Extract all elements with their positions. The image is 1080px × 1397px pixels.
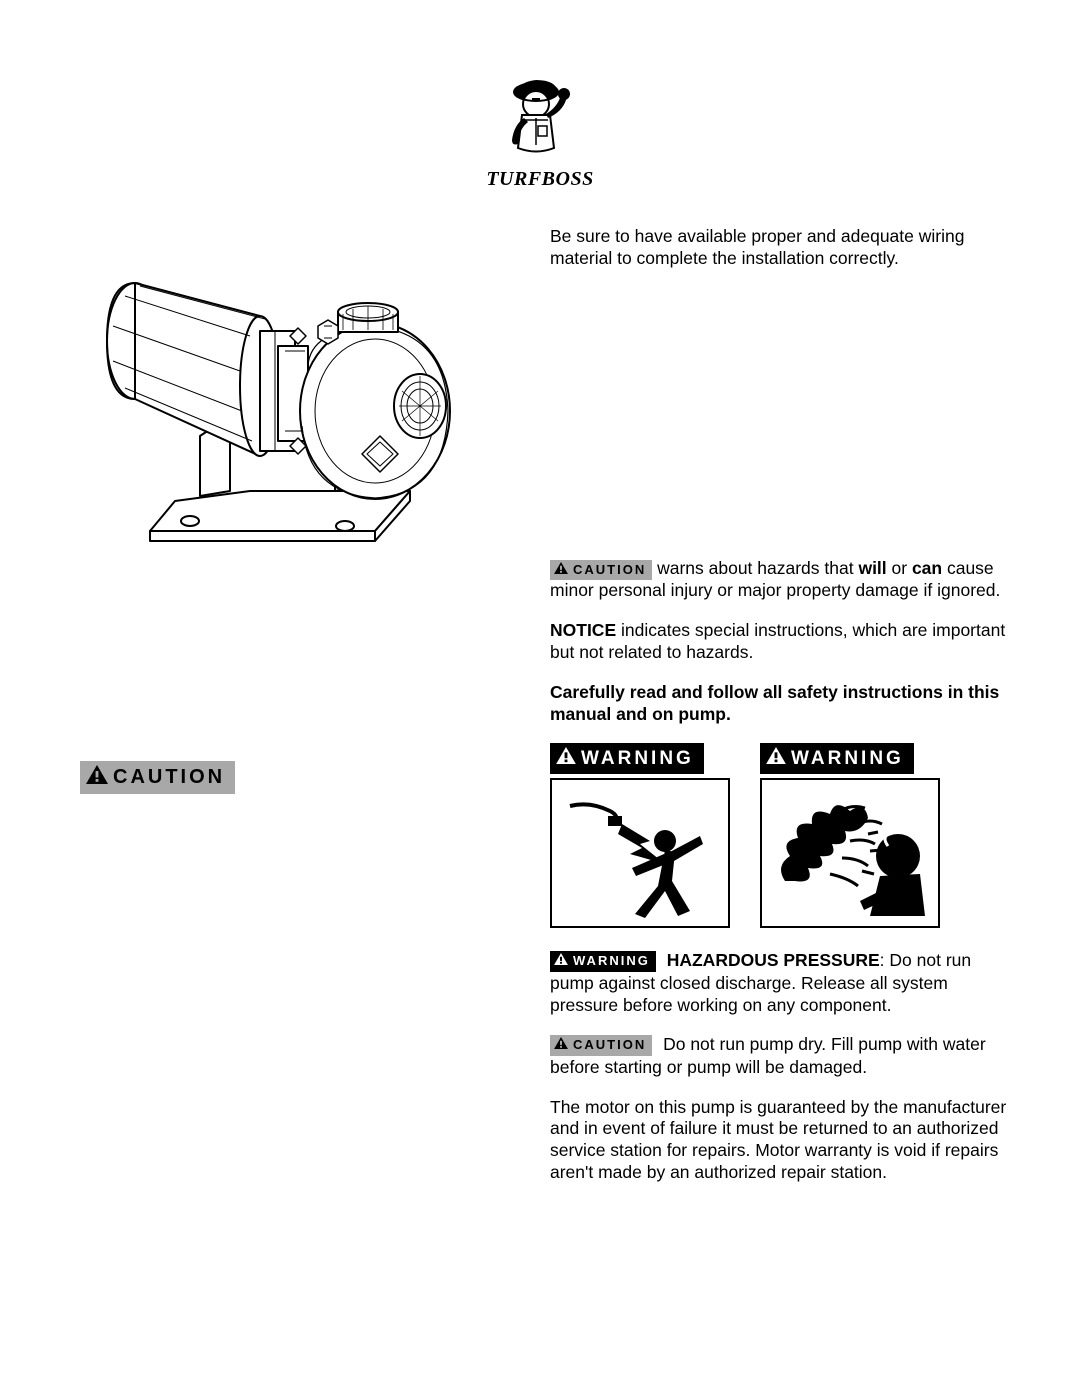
alert-triangle-icon [554, 562, 568, 578]
brand-mascot-icon [490, 70, 590, 170]
warning-label-2: WARNING [760, 743, 914, 774]
manual-page: TURFBOSS [0, 0, 1080, 1262]
wiring-paragraph: Be sure to have available proper and ade… [550, 226, 1010, 270]
pump-illustration [80, 236, 470, 566]
two-column-layout: CAUTION Be sure to have available proper… [80, 226, 1000, 1202]
left-column: CAUTION [80, 226, 520, 1202]
pressure-burst-pictogram [760, 778, 940, 928]
brand-turf: TURF [486, 168, 541, 190]
warning-inline-text: WARNING [573, 953, 650, 969]
electric-shock-pictogram [550, 778, 730, 928]
notice-rest: indicates special instructions, which ar… [550, 620, 1005, 662]
read-follow-paragraph: Carefully read and follow all safety ins… [550, 682, 1010, 726]
warning-label-1: WARNING [550, 743, 704, 774]
left-caution-label-block: CAUTION [80, 761, 520, 794]
warning-pictograms-row: WARNING [550, 743, 1010, 928]
dry-run-paragraph: CAUTION Do not run pump dry. Fill pump w… [550, 1034, 1010, 1078]
caution-definition: CAUTION warns about hazards that will or… [550, 558, 1010, 602]
notice-bold: NOTICE [550, 620, 616, 640]
alert-triangle-icon [86, 765, 108, 790]
caution-inline-label-2: CAUTION [550, 1035, 652, 1055]
brand-boss: BOSS [542, 168, 594, 190]
caution-def-can: can [912, 558, 942, 578]
caution-def-pre: warns about hazards that [652, 558, 858, 578]
haz-pressure-bold: HAZARDOUS PRESSURE [667, 950, 880, 970]
caution-inline-label: CAUTION [550, 560, 652, 580]
warning-picto-1: WARNING [550, 743, 740, 928]
brand-logo-area: TURFBOSS [80, 70, 1000, 191]
caution-label: CAUTION [80, 761, 235, 794]
alert-triangle-icon [766, 747, 786, 770]
caution-label-text: CAUTION [113, 766, 225, 789]
caution-def-will: will [858, 558, 886, 578]
notice-definition: NOTICE indicates special instructions, w… [550, 620, 1010, 664]
right-column: Be sure to have available proper and ade… [550, 226, 1010, 1202]
caution-def-mid: or [887, 558, 912, 578]
spacer [550, 288, 1010, 558]
warning-label-1-text: WARNING [581, 748, 694, 770]
caution-inline-text: CAUTION [573, 562, 646, 578]
alert-triangle-icon [554, 953, 568, 969]
motor-warranty-paragraph: The motor on this pump is guaranteed by … [550, 1097, 1010, 1185]
brand-wordmark: TURFBOSS [80, 168, 1000, 191]
warning-label-2-text: WARNING [791, 748, 904, 770]
alert-triangle-icon [556, 747, 576, 770]
warning-inline-label: WARNING [550, 951, 656, 971]
hazardous-pressure-paragraph: WARNING HAZARDOUS PRESSURE: Do not run p… [550, 950, 1010, 1016]
warning-picto-2: WARNING [760, 743, 950, 928]
caution-inline-text-2: CAUTION [573, 1037, 646, 1053]
read-follow-text: Carefully read and follow all safety ins… [550, 682, 999, 724]
alert-triangle-icon [554, 1037, 568, 1053]
